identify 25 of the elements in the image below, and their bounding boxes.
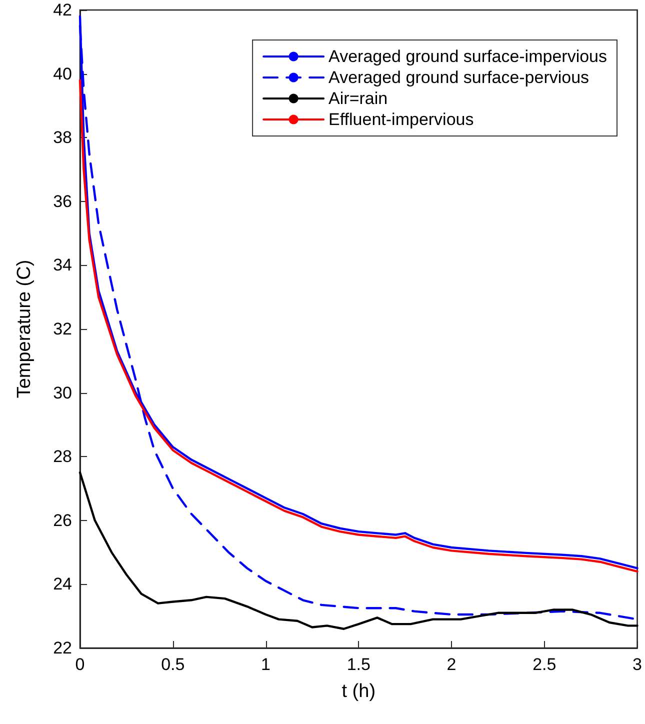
legend-label: Air=rain: [328, 89, 388, 108]
y-tick-label: 26: [53, 510, 72, 530]
y-tick-label: 32: [53, 320, 72, 338]
x-tick-label: 0.5: [161, 655, 185, 674]
y-tick-label: 40: [53, 64, 72, 84]
y-tick-label: 38: [53, 128, 72, 148]
x-tick-label: 0: [75, 655, 85, 674]
x-tick-label: 1: [261, 655, 270, 674]
y-tick-label: 24: [53, 574, 72, 594]
x-tick-label: 2: [446, 655, 456, 674]
y-tick-label: 36: [53, 192, 72, 211]
legend-label: Averaged ground surface-impervious: [328, 47, 608, 66]
x-tick-label: 1.5: [346, 655, 370, 674]
legend-label: Effluent-impervious: [328, 110, 474, 129]
y-tick-label: 30: [53, 383, 72, 402]
y-tick-label: 28: [53, 447, 72, 466]
legend-label: Averaged ground surface-pervious: [328, 68, 590, 87]
x-tick-label: 2.5: [532, 655, 556, 674]
x-tick-label: 3: [632, 655, 642, 674]
y-tick-label: 34: [53, 256, 72, 275]
x-axis-title: t (h): [342, 681, 376, 702]
y-tick-label: 22: [53, 638, 72, 658]
y-tick-label: 42: [53, 0, 72, 20]
y-axis-title: Temperature (C): [14, 260, 35, 398]
line-series: [78, 471, 638, 630]
